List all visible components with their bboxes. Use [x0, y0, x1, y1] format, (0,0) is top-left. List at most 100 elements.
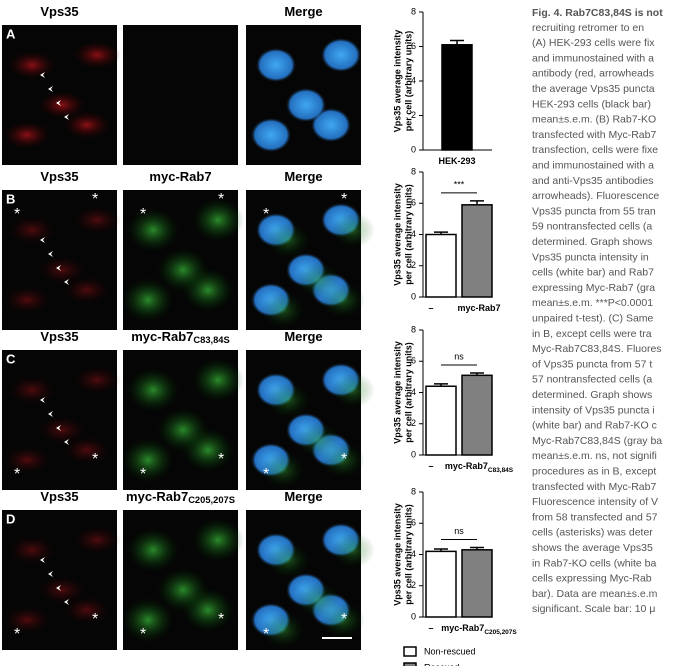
error-bar — [434, 383, 448, 387]
signal — [122, 598, 174, 642]
y-axis-label: per cell (arbitrary units) — [403, 184, 413, 285]
image-title: Merge — [284, 489, 322, 504]
error-bar — [470, 372, 484, 376]
caption-line: cells (asterisks) was deter — [532, 527, 653, 539]
caption-line: from 58 transfected and 57 — [532, 511, 658, 523]
panel-letter: C — [6, 351, 16, 366]
y-axis-label: per cell (arbitrary units) — [403, 342, 413, 443]
image-title: Vps35 — [40, 329, 78, 344]
signal — [331, 212, 375, 248]
asterisk: * — [218, 191, 224, 208]
signal — [157, 568, 209, 612]
asterisk: * — [263, 206, 269, 223]
signal — [38, 576, 86, 604]
y-tick-label: 2 — [411, 260, 416, 270]
y-tick-label: 8 — [411, 166, 416, 176]
signal — [296, 582, 340, 618]
signal — [8, 376, 56, 404]
caption-line: Vps35 puncta intensity in — [532, 251, 649, 263]
y-axis-label: Vps35 average intensity — [392, 30, 402, 133]
caption-line: intensity of Vps35 puncta i — [532, 404, 655, 416]
error-bar — [434, 548, 448, 552]
legend-swatch — [403, 646, 417, 657]
arrowhead — [64, 114, 69, 120]
y-axis-label: per cell (arbitrary units) — [403, 31, 413, 132]
signal — [296, 422, 340, 458]
y-tick-label: 0 — [411, 611, 416, 621]
signal — [8, 51, 56, 79]
panel-letter: A — [6, 26, 16, 41]
arrowhead — [56, 585, 61, 591]
panel-letter: B — [6, 191, 15, 206]
signal — [192, 358, 244, 402]
asterisk: * — [341, 611, 347, 628]
asterisk: * — [263, 626, 269, 643]
caption-line: of Vps35 puncta from 57 t — [532, 358, 652, 370]
signal — [261, 292, 305, 328]
image-title-main: Merge — [284, 489, 322, 504]
x-tick-label-main: myc-Rab7 — [445, 461, 488, 471]
caption-line: mean±s.e.m. (B) Rab7-KO — [532, 114, 656, 126]
signal — [122, 278, 174, 322]
image-title-main: Vps35 — [40, 329, 78, 344]
significance: *** — [454, 179, 465, 189]
image-title-main: myc-Rab7 — [149, 169, 211, 184]
caption-line: cells (white bar) and Rab7 — [532, 267, 654, 279]
signal — [331, 532, 375, 568]
caption-line: and anti-Vps35 antibodies — [532, 175, 653, 187]
caption-line: the average Vps35 puncta — [532, 83, 655, 95]
y-tick-label: 2 — [411, 418, 416, 428]
image-title: Vps35 — [40, 489, 78, 504]
caption-line: shows the average Vps35 — [532, 542, 653, 554]
caption-line: antibody (red, arrowheads — [532, 68, 654, 80]
caption-line: Myc-Rab7C83,84S (gray ba — [532, 435, 662, 447]
image-title-main: Merge — [284, 169, 322, 184]
arrowhead — [48, 86, 53, 92]
signal — [73, 366, 121, 394]
significance: ns — [454, 351, 464, 361]
signal — [157, 248, 209, 292]
signal — [73, 206, 121, 234]
y-tick-label: 8 — [411, 324, 416, 334]
signal — [3, 606, 51, 634]
error-bar — [450, 39, 464, 45]
nucleus — [321, 38, 361, 72]
signal — [38, 256, 86, 284]
caption-line: mean±s.e.m. ***P<0.0001 — [532, 297, 653, 309]
image-title-main: myc-Rab7 — [126, 489, 188, 504]
image-title: Vps35 — [40, 169, 78, 184]
bar — [461, 374, 493, 456]
caption-line: transfection, cells were fixe — [532, 144, 658, 156]
signal — [63, 111, 111, 139]
caption-line: significant. Scale bar: 10 μ — [532, 603, 655, 615]
signal — [331, 372, 375, 408]
image-title: myc-Rab7C205,207S — [126, 489, 235, 505]
caption-line: in Rab7-KO cells (white ba — [532, 557, 656, 569]
x-tick-label-main: – — [428, 303, 433, 313]
nucleus — [256, 48, 296, 82]
arrowhead — [64, 439, 69, 445]
y-tick-label: 6 — [411, 356, 416, 366]
micrograph — [123, 25, 238, 165]
signal — [63, 276, 111, 304]
y-tick-label: 8 — [411, 6, 416, 16]
signal — [3, 446, 51, 474]
significance: ns — [454, 526, 464, 536]
caption-line: procedures as in B, except — [532, 465, 656, 477]
x-tick-label: HEK-293 — [438, 156, 475, 166]
signal — [266, 542, 310, 578]
x-tick-label-main: HEK-293 — [438, 156, 475, 166]
y-tick-label: 2 — [411, 110, 416, 120]
y-tick-label: 6 — [411, 198, 416, 208]
bar — [425, 385, 457, 456]
y-tick-label: 0 — [411, 144, 416, 154]
arrowhead — [56, 265, 61, 271]
y-tick-label: 6 — [411, 518, 416, 528]
signal — [261, 612, 305, 648]
caption-line: transfected with Myc-Rab7 — [532, 481, 656, 493]
caption-line: determined. Graph shows — [532, 389, 652, 401]
y-axis-label: Vps35 average intensity — [392, 503, 402, 606]
image-title-main: Vps35 — [40, 169, 78, 184]
caption-line: (A) HEK-293 cells were fix — [532, 37, 655, 49]
